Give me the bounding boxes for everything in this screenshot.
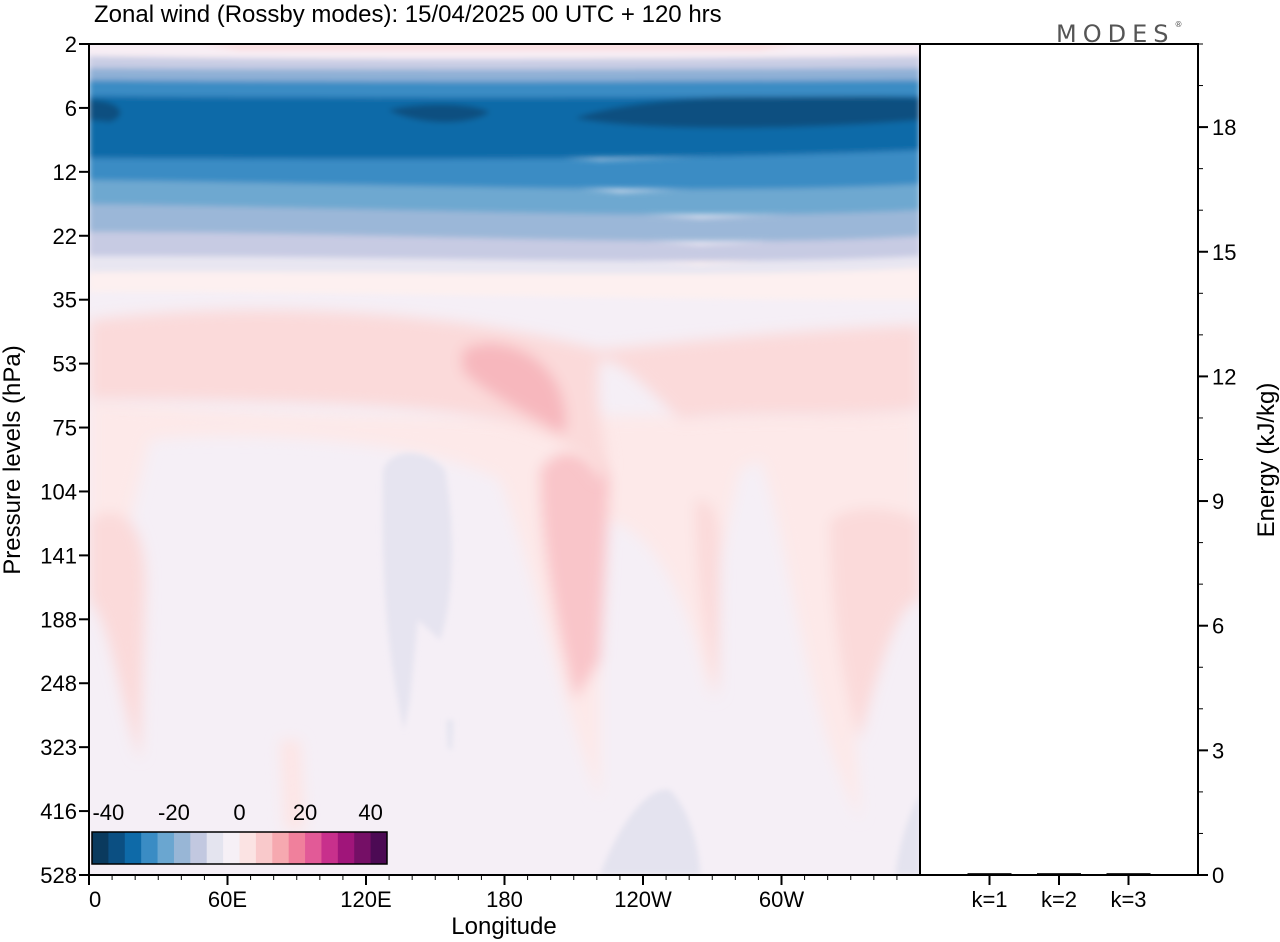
energy-bar [1037,873,1081,876]
energy-tick-label: 0 [1212,863,1224,888]
energy-tick-label: 12 [1212,364,1236,389]
colorbar-tick-label: -20 [158,800,190,825]
y-tick-label: 416 [40,799,77,824]
colorbar-swatch [124,832,142,864]
x-tick-label: 120W [614,887,672,912]
colorbar-swatch [321,832,339,864]
colorbar-swatch [354,832,372,864]
colorbar-swatch [206,832,224,864]
energy-tick-label: 3 [1212,738,1224,763]
y-tick-label: 35 [53,288,77,313]
y-axis-label: Pressure levels (hPa) [0,345,26,574]
colorbar-swatch [173,832,191,864]
y-tick-label: 12 [53,160,77,185]
energy-axis-label: Energy (kJ/kg) [1253,383,1280,538]
colorbar-swatch [190,832,208,864]
y-axis: 2 6 12 22 35 53 75 104 141 188 248 323 416 528 [40,32,89,888]
colorbar-swatch [223,832,240,864]
colorbar-swatch [305,832,322,864]
colorbar: -40 -20 0 20 40 [91,800,388,865]
colorbar-swatch [108,832,126,864]
energy-bar-label: k=1 [971,887,1007,912]
x-axis-label: Longitude [451,913,556,940]
energy-tick-label: 6 [1212,614,1224,639]
y-tick-label: 22 [53,224,77,249]
colorbar-swatch [272,832,290,864]
colorbar-swatch [157,832,175,864]
y-tick-label: 141 [40,543,77,568]
y-tick-label: 188 [40,607,77,632]
energy-tick-label: 15 [1212,240,1236,265]
y-tick-label: 104 [40,479,77,504]
colorbar-tick-label: 0 [233,800,245,825]
energy-bar [967,873,1012,876]
colorbar-tick-label: -40 [92,800,124,825]
contour-field [89,44,920,875]
colorbar-swatch [92,832,109,864]
energy-tick-label: 18 [1212,115,1236,140]
brand-name: MODES [1056,20,1175,48]
energy-bar [1106,873,1151,876]
colorbar-tick-label: 20 [293,800,317,825]
colorbar-swatch [337,832,355,864]
colorbar-swatch [141,832,159,864]
colorbar-swatch [239,832,257,864]
colorbar-frame [91,831,388,865]
x-tick-label: 180 [486,887,523,912]
energy-tick-label: 9 [1212,489,1224,514]
y-tick-label: 75 [53,416,77,441]
brand-mark: ® [1174,20,1183,29]
colorbar-swatch [288,832,306,864]
colorbar-swatch [370,832,388,864]
y-tick-label: 323 [40,735,77,760]
colorbar-tick-label: 40 [358,800,382,825]
colorbar-swatch [255,832,273,864]
y-tick-label: 53 [53,352,77,377]
energy-bars: k=1 k=2 k=3 [967,873,1151,912]
y-tick-label: 2 [65,32,77,57]
energy-panel [919,43,1199,876]
x-tick-label: 60E [208,887,247,912]
y-tick-label: 528 [40,863,77,888]
y-tick-label: 6 [65,96,77,121]
brand-logo: MODES® [1056,20,1182,48]
x-tick-label: 120E [340,887,391,912]
x-axis: 0 60E 120E 180 120W 60W [88,875,898,912]
y-tick-label: 248 [40,671,77,696]
energy-axis: 0 3 6 9 12 15 18 [1198,43,1236,888]
x-tick-label: 60W [759,887,804,912]
energy-bar-label: k=2 [1041,887,1077,912]
energy-bar-label: k=3 [1110,887,1146,912]
chart-title: Zonal wind (Rossby modes): 15/04/2025 00… [94,1,722,28]
x-tick-label: 0 [89,887,101,912]
